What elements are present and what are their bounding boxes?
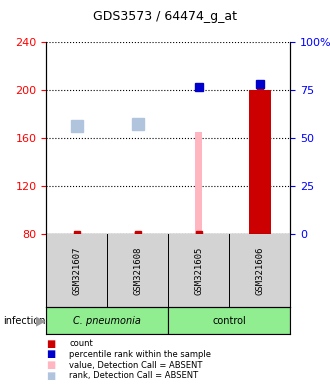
Bar	[168, 307, 290, 334]
Bar	[46, 307, 168, 334]
Text: GSM321608: GSM321608	[133, 247, 142, 295]
Text: rank, Detection Call = ABSENT: rank, Detection Call = ABSENT	[69, 371, 198, 381]
Text: percentile rank within the sample: percentile rank within the sample	[69, 350, 211, 359]
Text: GSM321605: GSM321605	[194, 247, 203, 295]
Text: ▶: ▶	[36, 314, 46, 327]
Bar	[249, 90, 271, 234]
Text: GSM321606: GSM321606	[255, 247, 264, 295]
Text: value, Detection Call = ABSENT: value, Detection Call = ABSENT	[69, 361, 203, 370]
Text: ■: ■	[46, 349, 55, 359]
Text: ■: ■	[46, 371, 55, 381]
Text: infection: infection	[3, 316, 46, 326]
Text: ■: ■	[46, 339, 55, 349]
Bar	[134, 232, 142, 234]
Bar	[195, 132, 203, 234]
Text: GSM321607: GSM321607	[72, 247, 81, 295]
Text: control: control	[213, 316, 246, 326]
Text: count: count	[69, 339, 93, 348]
Text: GDS3573 / 64474_g_at: GDS3573 / 64474_g_at	[93, 10, 237, 23]
Text: C. pneumonia: C. pneumonia	[73, 316, 141, 326]
Text: ■: ■	[46, 360, 55, 370]
